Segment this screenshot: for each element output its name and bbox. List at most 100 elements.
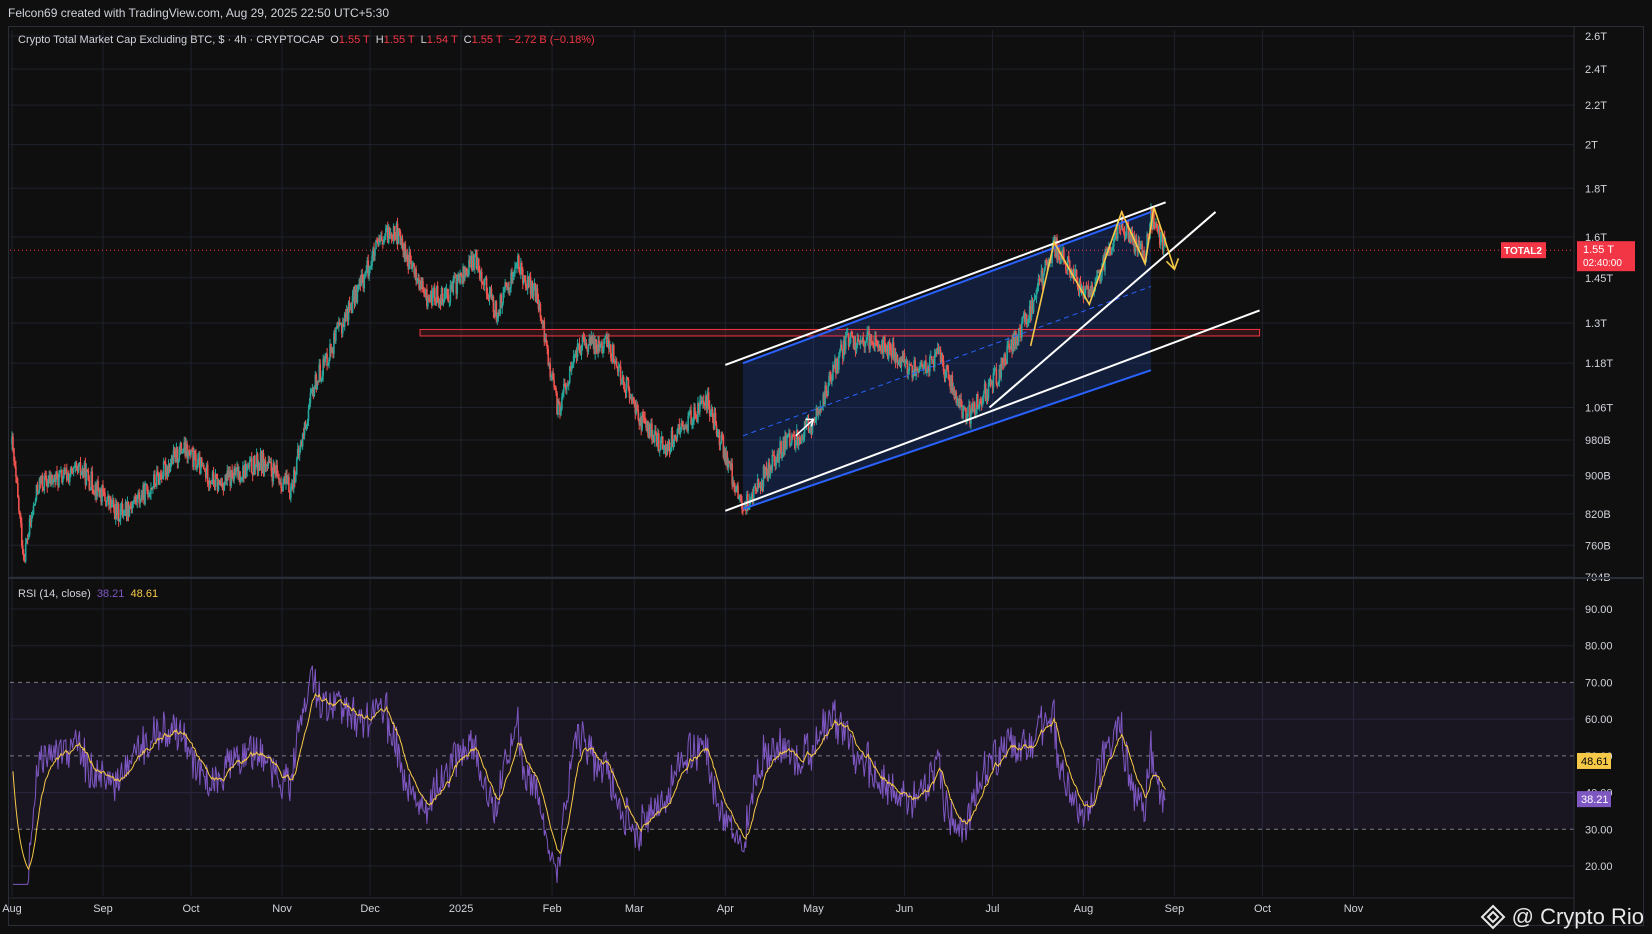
candle-body — [883, 336, 885, 353]
candle-body — [886, 345, 889, 359]
candle-body — [646, 421, 648, 428]
candle-body — [900, 356, 903, 367]
candle-body — [117, 504, 120, 522]
candle-body — [606, 336, 608, 347]
candle-body — [799, 440, 802, 444]
candle-body — [35, 484, 38, 500]
candle-body — [338, 322, 341, 325]
candle-body — [502, 292, 505, 304]
candle-body — [260, 452, 263, 471]
symbol-legend[interactable]: Crypto Total Market Cap Excluding BTC, $… — [18, 34, 595, 46]
candle-body — [1035, 289, 1038, 298]
candle-body — [197, 458, 199, 468]
candle-body — [856, 338, 859, 347]
price-tag-countdown: 02:40:00 — [1583, 258, 1622, 269]
candle-body — [663, 445, 666, 449]
candle-body — [1004, 354, 1006, 364]
candle-body — [253, 455, 256, 469]
candle-body — [548, 363, 550, 366]
candle-body — [549, 363, 551, 377]
candle-body — [1007, 343, 1009, 347]
candle-body — [39, 478, 42, 484]
candle-body — [1077, 286, 1080, 292]
candle-body — [301, 433, 304, 447]
candle-body — [125, 502, 128, 516]
candle-body — [111, 504, 113, 508]
candle-body — [511, 272, 513, 279]
candle-body — [119, 509, 122, 519]
candle-body — [1128, 233, 1131, 240]
candle-body — [981, 397, 984, 406]
candle-body — [208, 481, 211, 486]
candle-body — [843, 340, 846, 350]
candle-body — [609, 344, 611, 349]
candle-body — [841, 349, 844, 359]
candle-body — [732, 482, 734, 486]
candle-body — [102, 485, 104, 492]
candle-body — [238, 471, 240, 478]
candle-body — [227, 470, 230, 478]
candle-body — [24, 543, 27, 562]
candle-body — [930, 356, 932, 358]
candle-body — [1157, 226, 1160, 232]
rsi-legend[interactable]: RSI (14, close) 38.21 48.61 — [18, 588, 158, 600]
candle-body — [669, 451, 672, 453]
candle-body — [540, 317, 543, 321]
candle-body — [771, 454, 774, 470]
candle-body — [201, 458, 203, 466]
candle-body — [726, 452, 729, 469]
candle-body — [426, 289, 428, 307]
candle-body — [392, 225, 395, 239]
candle-body — [530, 282, 533, 294]
candle-body — [701, 400, 703, 404]
candle-body — [273, 463, 276, 471]
candle-body — [198, 457, 200, 459]
candle-body — [155, 483, 157, 486]
candle-body — [457, 274, 459, 276]
candle-body — [324, 356, 326, 363]
candle-body — [724, 448, 727, 464]
candle-body — [519, 268, 521, 274]
candle-body — [1065, 263, 1067, 270]
candle-body — [377, 241, 379, 245]
candle-body — [51, 474, 53, 484]
candle-body — [730, 463, 732, 468]
candle-body — [795, 430, 798, 442]
candle-body — [670, 430, 673, 452]
price-tick-label: 820B — [1585, 509, 1611, 521]
candle-body — [315, 374, 318, 390]
candle-body — [636, 404, 639, 410]
candle-body — [1058, 248, 1060, 261]
candle-body — [865, 340, 868, 343]
candle-body — [518, 255, 520, 269]
candle-body — [1082, 285, 1085, 299]
candle-body — [287, 477, 289, 483]
candle-body — [236, 467, 238, 471]
candle-body — [647, 421, 649, 437]
candle-body — [687, 415, 689, 432]
candle-body — [975, 413, 977, 415]
candle-body — [634, 402, 637, 414]
candle-body — [563, 383, 565, 392]
candle-body — [440, 287, 443, 305]
candle-body — [655, 431, 657, 436]
candle-body — [490, 288, 493, 300]
candle-body — [144, 485, 146, 504]
candle-body — [615, 361, 618, 367]
candle-body — [1138, 240, 1141, 249]
candle-body — [234, 468, 236, 475]
candle-body — [535, 288, 538, 301]
candle-body — [626, 377, 629, 380]
candle-body — [1142, 250, 1144, 255]
candle-body — [182, 451, 185, 453]
candle-body — [414, 269, 416, 275]
candle-body — [809, 426, 812, 430]
candle-body — [860, 340, 863, 342]
candle-body — [239, 471, 241, 483]
candle-body — [715, 424, 718, 434]
candle-body — [382, 240, 384, 245]
candle-body — [566, 385, 568, 390]
candle-body — [329, 344, 331, 360]
candle-body — [637, 409, 640, 420]
